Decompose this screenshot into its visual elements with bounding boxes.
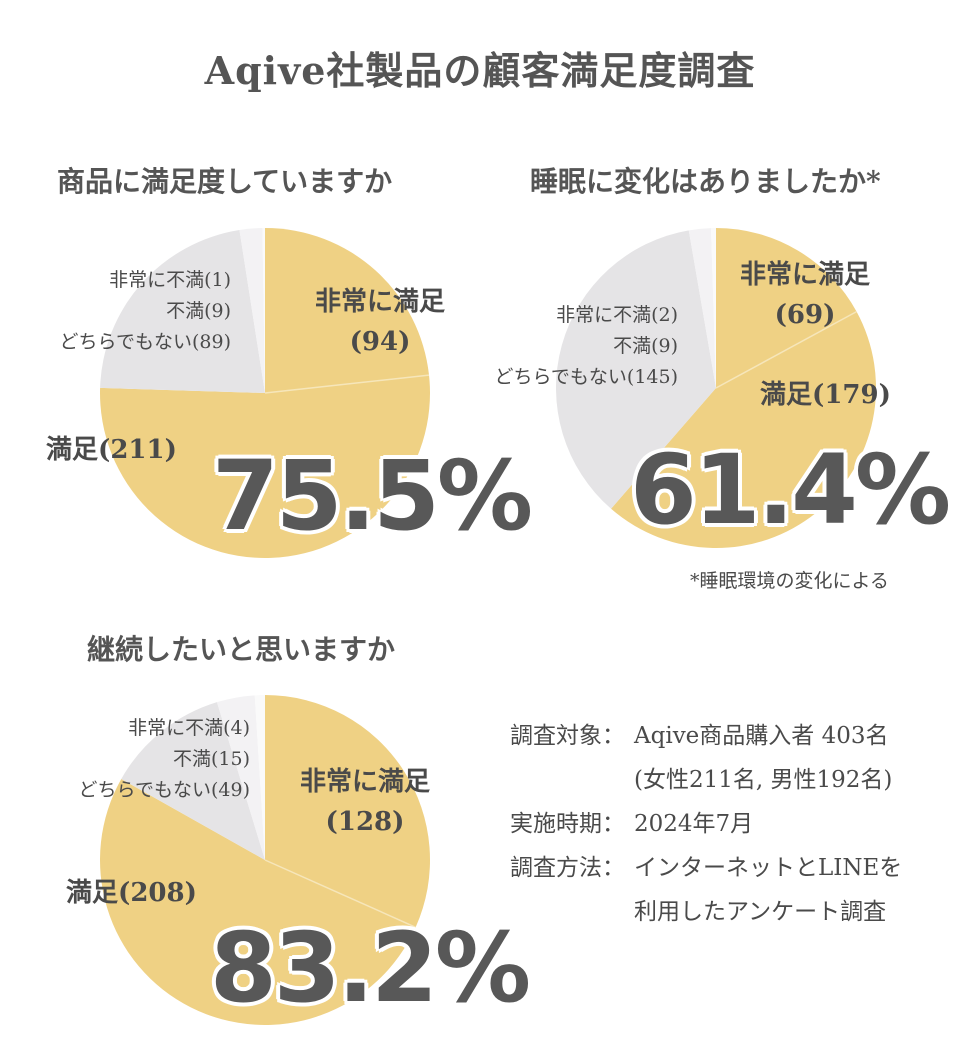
- chart-2-slice-dissatisfied: [688, 228, 716, 388]
- chart-1-slice-dissatisfied: [239, 228, 265, 393]
- chart-3-label-very-dissatisfied: 非常に不満(4): [128, 717, 250, 739]
- chart-2-label-satisfied-name: 満足: [760, 380, 813, 410]
- info-method-value-2: 利用したアンケート調査: [634, 899, 887, 925]
- chart-1-label-very-satisfied-count: (94): [349, 327, 411, 357]
- chart-2-slice-neutral: [556, 230, 716, 509]
- chart-1-label-very-satisfied-name: 非常に満足: [314, 287, 445, 317]
- info-method: 調査方法： インターネットとLINEを: [510, 848, 902, 882]
- chart-3-label-very-satisfied-name: 非常に満足: [299, 767, 430, 797]
- chart-1-headline-percent: 75.5%: [212, 440, 533, 552]
- pie-chart-2: [556, 228, 876, 548]
- chart-3-label-satisfied-name: 満足: [66, 878, 119, 908]
- chart-3-title: 継続したいと思いますか: [87, 633, 396, 666]
- chart-3-slice-neutral: [121, 702, 265, 860]
- chart-2-label-very-dissatisfied: 非常に不満(2): [556, 304, 678, 326]
- chart-1-slice-satisfied: [99, 375, 430, 559]
- chart-3-slice-very-satisfied: [265, 695, 431, 928]
- chart-2-label-very-satisfied: 非常に満足 (69): [725, 255, 885, 335]
- chart-2-slice-very-satisfied: [716, 228, 857, 388]
- chart-2-label-satisfied: 満足(179): [760, 375, 891, 415]
- pie-chart-3: [99, 695, 431, 1025]
- chart-2-slice-satisfied: [611, 311, 876, 548]
- info-method-detail: 利用したアンケート調査: [510, 892, 886, 926]
- chart-2-label-satisfied-count: (179): [812, 380, 891, 410]
- chart-2-slice-divider: [715, 310, 857, 389]
- chart-1-label-very-dissatisfied: 非常に不満(1): [109, 269, 231, 291]
- chart-3-label-very-satisfied-count: (128): [325, 807, 405, 837]
- chart-1-label-very-satisfied: 非常に満足 (94): [300, 282, 460, 362]
- chart-1-label-satisfied: 満足(211): [46, 430, 177, 470]
- page-title: Aqive社製品の顧客満足度調査: [204, 48, 756, 93]
- info-target-value: Aqive商品購入者 403名: [634, 723, 889, 749]
- chart-2-label-very-satisfied-name: 非常に満足: [739, 260, 870, 290]
- chart-3-label-neutral: どちらでもない(49): [78, 779, 250, 801]
- chart-1-slice-very-dissatisfied: [262, 228, 265, 393]
- chart-3-label-dissatisfied: 不満(15): [172, 748, 250, 770]
- chart-2-footnote: *睡眠環境の変化による: [690, 570, 889, 592]
- chart-3-label-minor: 非常に不満(4) 不満(15) どちらでもない(49): [40, 713, 250, 806]
- chart-3-slice-very-dissatisfied: [254, 695, 265, 860]
- chart-3-slice-satisfied: [99, 778, 416, 1025]
- chart-3-label-very-satisfied: 非常に満足 (128): [285, 762, 445, 842]
- chart-1-slice-divider: [264, 374, 430, 394]
- pie-chart-1: [99, 228, 430, 559]
- info-period: 実施時期： 2024年7月: [510, 804, 753, 838]
- chart-1-title: 商品に満足度していますか: [57, 165, 393, 198]
- chart-1-label-satisfied-count: (211): [98, 435, 177, 465]
- chart-2-label-neutral: どちらでもない(145): [494, 366, 678, 388]
- info-method-value: インターネットとLINEを: [634, 855, 903, 881]
- chart-1-label-dissatisfied: 不満(9): [166, 300, 231, 322]
- chart-1-label-minor: 非常に不満(1) 不満(9) どちらでもない(89): [20, 265, 231, 358]
- chart-2-title: 睡眠に変化はありましたか*: [530, 165, 881, 198]
- chart-1-slice-neutral: [100, 229, 266, 393]
- info-target-value-2: (女性211名, 男性192名): [634, 767, 893, 793]
- info-target-detail: (女性211名, 男性192名): [510, 760, 892, 794]
- chart-2-slice-very-dissatisfied: [711, 228, 716, 388]
- info-target: 調査対象： Aqive商品購入者 403名: [510, 716, 889, 750]
- chart-1-slice-very-satisfied: [265, 228, 430, 393]
- chart-2-headline-percent: 61.4%: [630, 434, 951, 546]
- chart-2-label-dissatisfied: 不満(9): [613, 335, 678, 357]
- chart-3-label-satisfied-count: (208): [118, 878, 197, 908]
- chart-3-slice-dissatisfied: [216, 695, 265, 860]
- chart-3-label-satisfied: 満足(208): [66, 873, 197, 913]
- chart-3-headline-percent: 83.2%: [210, 912, 531, 1024]
- chart-2-label-minor: 非常に不満(2) 不満(9) どちらでもない(145): [460, 300, 678, 393]
- info-method-key: 調査方法：: [510, 855, 625, 881]
- info-period-key: 実施時期：: [510, 811, 625, 837]
- info-period-value: 2024年7月: [634, 811, 754, 837]
- chart-1-label-neutral: どちらでもない(89): [59, 331, 231, 353]
- chart-3-slice-divider: [264, 859, 416, 928]
- chart-1-label-satisfied-name: 満足: [46, 435, 99, 465]
- info-target-key: 調査対象：: [510, 723, 625, 749]
- chart-2-label-very-satisfied-count: (69): [774, 300, 836, 330]
